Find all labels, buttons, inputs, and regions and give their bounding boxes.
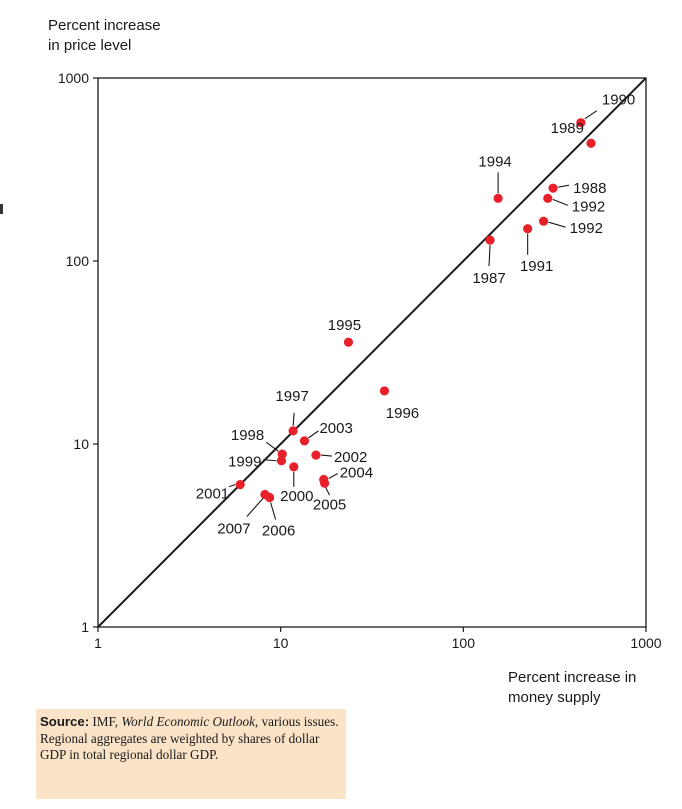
- source-note: Source: IMF, World Economic Outlook, var…: [36, 709, 346, 799]
- point-label: 1988: [573, 180, 606, 197]
- leader-line: [552, 198, 569, 206]
- y-axis-title-line-1: Percent increase: [48, 17, 161, 34]
- leader-line: [265, 441, 279, 452]
- point-label: 1995: [328, 317, 361, 334]
- x-tick-label: 100: [452, 635, 476, 651]
- x-axis-title-line-1: Percent increase in: [508, 669, 637, 686]
- point-label: 1989: [551, 120, 584, 137]
- leader-line: [246, 498, 264, 517]
- point-label: 2005: [313, 496, 346, 513]
- data-point: [288, 426, 298, 436]
- leader-line: [270, 502, 277, 520]
- edge-mark: [0, 204, 3, 214]
- source-text-2: , various issues. Regional aggregates ar…: [40, 714, 339, 762]
- source-label: Source:: [40, 714, 90, 729]
- point-label: 2004: [340, 464, 373, 481]
- leader-line: [488, 245, 491, 267]
- point-label: 1999: [228, 454, 261, 471]
- leader-line: [328, 472, 338, 479]
- diagonal-line: [97, 77, 647, 628]
- point-label: 1991: [520, 258, 553, 275]
- data-point: [299, 436, 310, 446]
- point-label: 1994: [478, 153, 511, 170]
- data-point: [235, 479, 245, 490]
- data-point: [379, 386, 390, 396]
- y-axis-title-line-2: in price level: [48, 37, 132, 54]
- data-point: [311, 450, 321, 460]
- data-point: [493, 193, 503, 203]
- data-point: [265, 492, 275, 503]
- leader-line: [292, 412, 295, 426]
- y-tick-label: 1000: [58, 70, 89, 86]
- leader-line: [548, 221, 566, 228]
- data-point: [586, 138, 596, 148]
- data-points: 1990198919941988199219921991198719951996…: [196, 92, 635, 540]
- axes: 1 10 100 1000 1 10 100 1000: [58, 70, 662, 651]
- data-point: [538, 216, 549, 226]
- leader-line: [308, 430, 319, 439]
- point-label: 2003: [319, 420, 352, 437]
- point-label: 1996: [386, 405, 419, 422]
- point-label: 2006: [262, 523, 295, 540]
- leader-line: [320, 454, 332, 457]
- leader-line: [557, 184, 570, 188]
- point-label: 2007: [217, 520, 250, 537]
- point-label: 2000: [280, 488, 313, 505]
- x-axis-title: Percent increase in money supply: [508, 668, 636, 708]
- leader-line: [584, 110, 598, 120]
- data-point: [276, 456, 287, 466]
- source-publication: World Economic Outlook: [121, 714, 255, 729]
- data-point: [523, 224, 533, 234]
- data-point: [548, 183, 558, 193]
- point-label: 1990: [602, 92, 635, 109]
- y-tick-label: 10: [73, 436, 89, 452]
- x-tick-label: 1000: [630, 635, 661, 651]
- data-point: [485, 235, 495, 245]
- leader-line: [228, 484, 236, 488]
- source-text-1: IMF,: [89, 714, 122, 729]
- point-label: 2001: [196, 486, 229, 503]
- point-label: 1992: [572, 198, 605, 215]
- leader-line: [325, 487, 331, 496]
- point-label: 1992: [570, 220, 603, 237]
- plot-frame: [97, 77, 647, 628]
- point-label: 2002: [334, 449, 367, 466]
- data-point: [576, 118, 586, 128]
- y-axis-title: Percent increase in price level: [48, 16, 161, 56]
- y-tick-label: 100: [66, 253, 90, 269]
- point-label: 1997: [275, 388, 308, 405]
- x-tick-label: 10: [273, 635, 289, 651]
- leader-line: [263, 459, 277, 462]
- y-tick-label: 1: [81, 619, 89, 635]
- data-point: [343, 337, 354, 347]
- point-label: 1987: [472, 270, 505, 287]
- data-point: [543, 193, 553, 203]
- point-label: 1998: [231, 427, 264, 444]
- x-tick-label: 1: [94, 635, 102, 651]
- data-point: [289, 462, 299, 472]
- x-axis-title-line-2: money supply: [508, 689, 601, 706]
- data-point: [320, 478, 330, 488]
